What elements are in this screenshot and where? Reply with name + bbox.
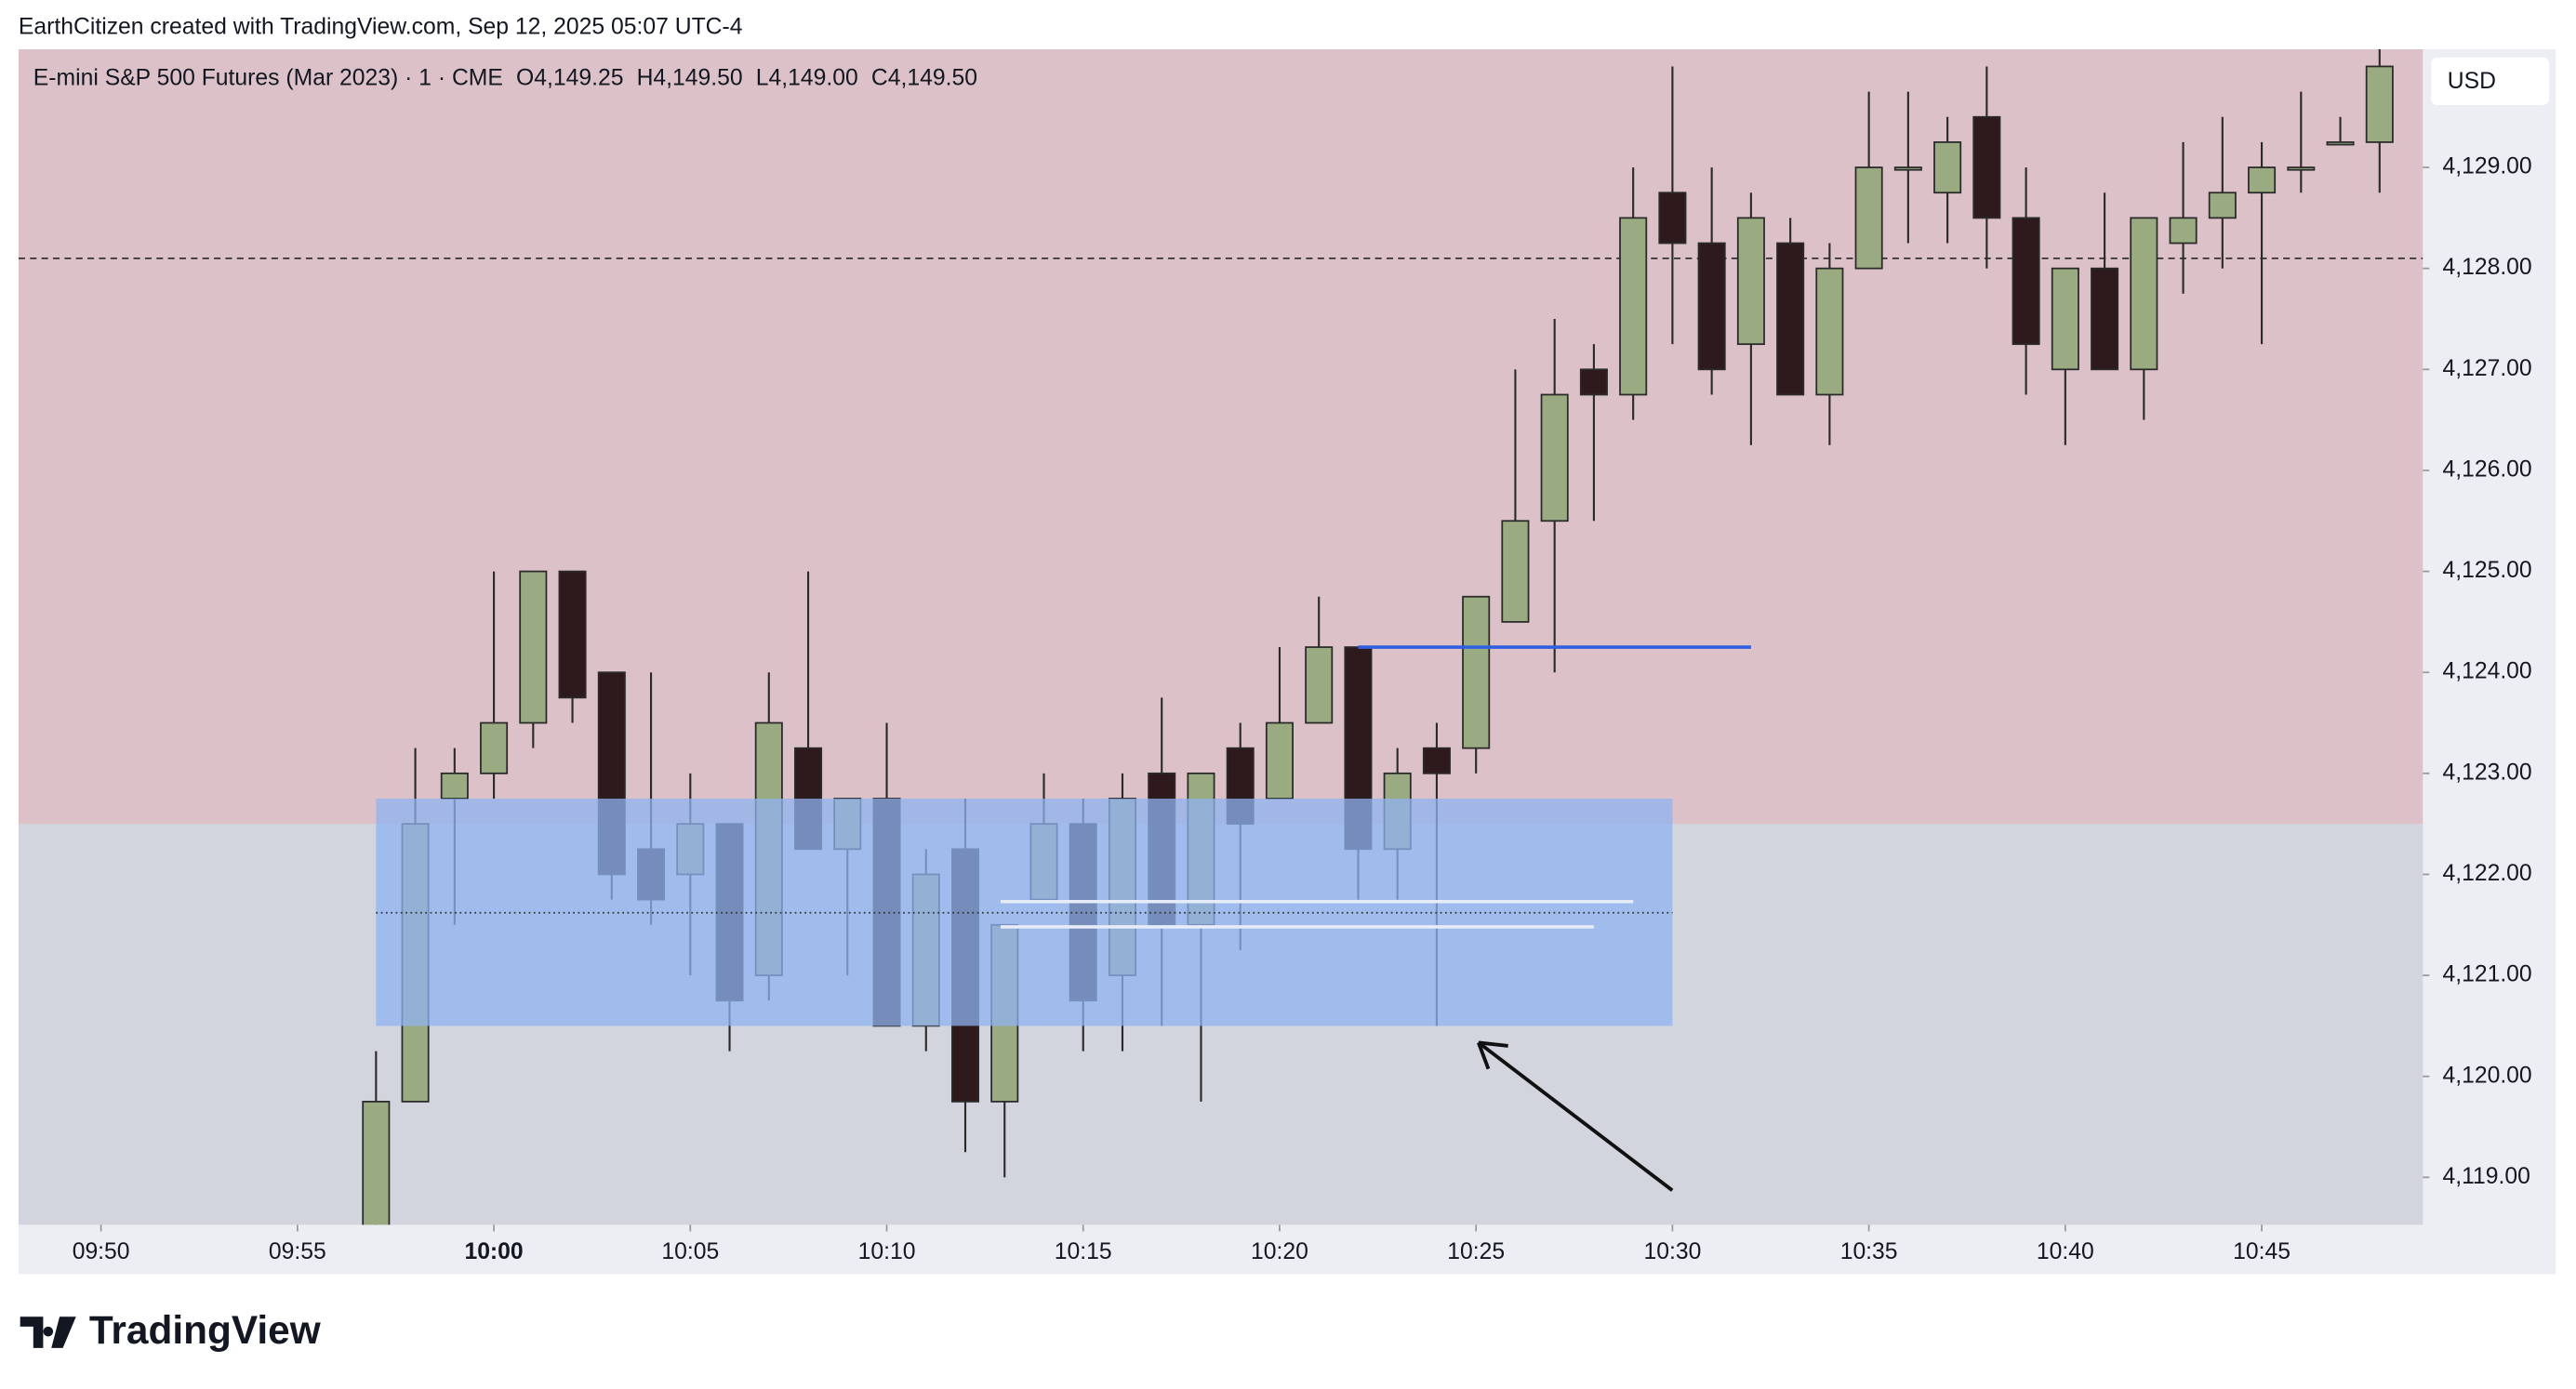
candle-body [1972, 115, 2001, 219]
credit: EarthCitizen created with TradingView.co… [19, 15, 743, 40]
candle-body [1579, 368, 1608, 396]
x-tick-label: 10:45 [2233, 1239, 2291, 1264]
x-tick-label: 10:10 [858, 1239, 916, 1264]
axes: 4,119.00 4,120.00 4,121.00 4,122.00 4,123.00… [73, 154, 2532, 1264]
candle-body [2248, 166, 2277, 194]
y-tick-label: 4,123.00 [2442, 760, 2531, 785]
ohlc-close: C4,149.50 [871, 65, 977, 90]
candle-body [1265, 721, 1294, 800]
candle-body [1422, 747, 1451, 774]
candle-body [519, 570, 548, 724]
y-tick-label: 4,121.00 [2442, 962, 2531, 987]
x-tick-label: 10:30 [1643, 1239, 1701, 1264]
legend: E-mini S&P 500 Futures (Mar 2023) · 1 · … [33, 65, 977, 90]
candle-body [2130, 217, 2158, 371]
arrow-shaft [1477, 1040, 1674, 1192]
y-tick-label: 4,119.00 [2442, 1164, 2530, 1189]
supply-zone [18, 48, 2423, 825]
x-tick-label: 10:20 [1251, 1239, 1308, 1264]
x-tick-label: 10:35 [1840, 1239, 1898, 1264]
symbol-title: E-mini S&P 500 Futures (Mar 2023) · 1 · … [33, 65, 503, 90]
candle-body [2169, 217, 2198, 245]
ohlc-low: L4,149.00 [756, 65, 858, 90]
y-tick-label: 4,120.00 [2442, 1063, 2531, 1088]
candle-body [362, 1100, 391, 1225]
x-tick-label: 10:40 [2037, 1239, 2094, 1264]
candle-body [1776, 242, 1805, 396]
candle-body [1619, 217, 1648, 396]
candle-body [1815, 267, 1844, 396]
x-tick-label: 10:00 [464, 1239, 523, 1264]
ohlc-high: H4,149.50 [637, 65, 743, 90]
candle-body [2208, 192, 2237, 219]
x-tick-label: 10:05 [661, 1239, 719, 1264]
demand-zone [376, 798, 1673, 1026]
y-tick-label: 4,129.00 [2442, 154, 2531, 179]
candle-body [2287, 166, 2316, 171]
y-tick-label: 4,124.00 [2442, 659, 2531, 684]
candle-body [2051, 267, 2079, 371]
candle-body [1305, 646, 1334, 724]
candle-body [2012, 217, 2040, 346]
candle-body [1854, 166, 1883, 270]
candle-body [2365, 65, 2394, 143]
candle-body [1540, 393, 1569, 523]
x-tick-label: 09:55 [269, 1239, 326, 1264]
plot [18, 48, 2423, 1225]
y-tick-label: 4,127.00 [2442, 356, 2531, 381]
candle-body [1501, 520, 1530, 623]
x-tick-label: 09:50 [73, 1239, 130, 1264]
brand-logo: TradingView [20, 1308, 322, 1352]
y-tick-label: 4,122.00 [2442, 861, 2531, 886]
currency-box[interactable] [2431, 57, 2550, 106]
candle-body [1736, 217, 1765, 346]
candle-body [1658, 192, 1687, 245]
candle-body [1462, 595, 1491, 749]
candle-body [480, 721, 509, 774]
candle-body [1893, 166, 1922, 171]
y-tick-label: 4,125.00 [2442, 558, 2531, 583]
currency[interactable]: USD [2448, 69, 2496, 94]
y-tick-label: 4,126.00 [2442, 456, 2531, 482]
arrow-head [1477, 1040, 1508, 1070]
candle-body [1933, 141, 1962, 194]
y-tick-label: 4,128.00 [2442, 255, 2531, 280]
ohlc-open: O4,149.25 [516, 65, 623, 90]
x-tick-label: 10:15 [1055, 1239, 1112, 1264]
candle-body [2326, 141, 2355, 146]
brand: TradingView [89, 1308, 322, 1352]
candle-body [558, 570, 587, 699]
candle-body [2091, 267, 2119, 371]
candle-body [440, 772, 469, 800]
candle-body [1697, 242, 1726, 371]
x-tick-label: 10:25 [1447, 1239, 1505, 1264]
